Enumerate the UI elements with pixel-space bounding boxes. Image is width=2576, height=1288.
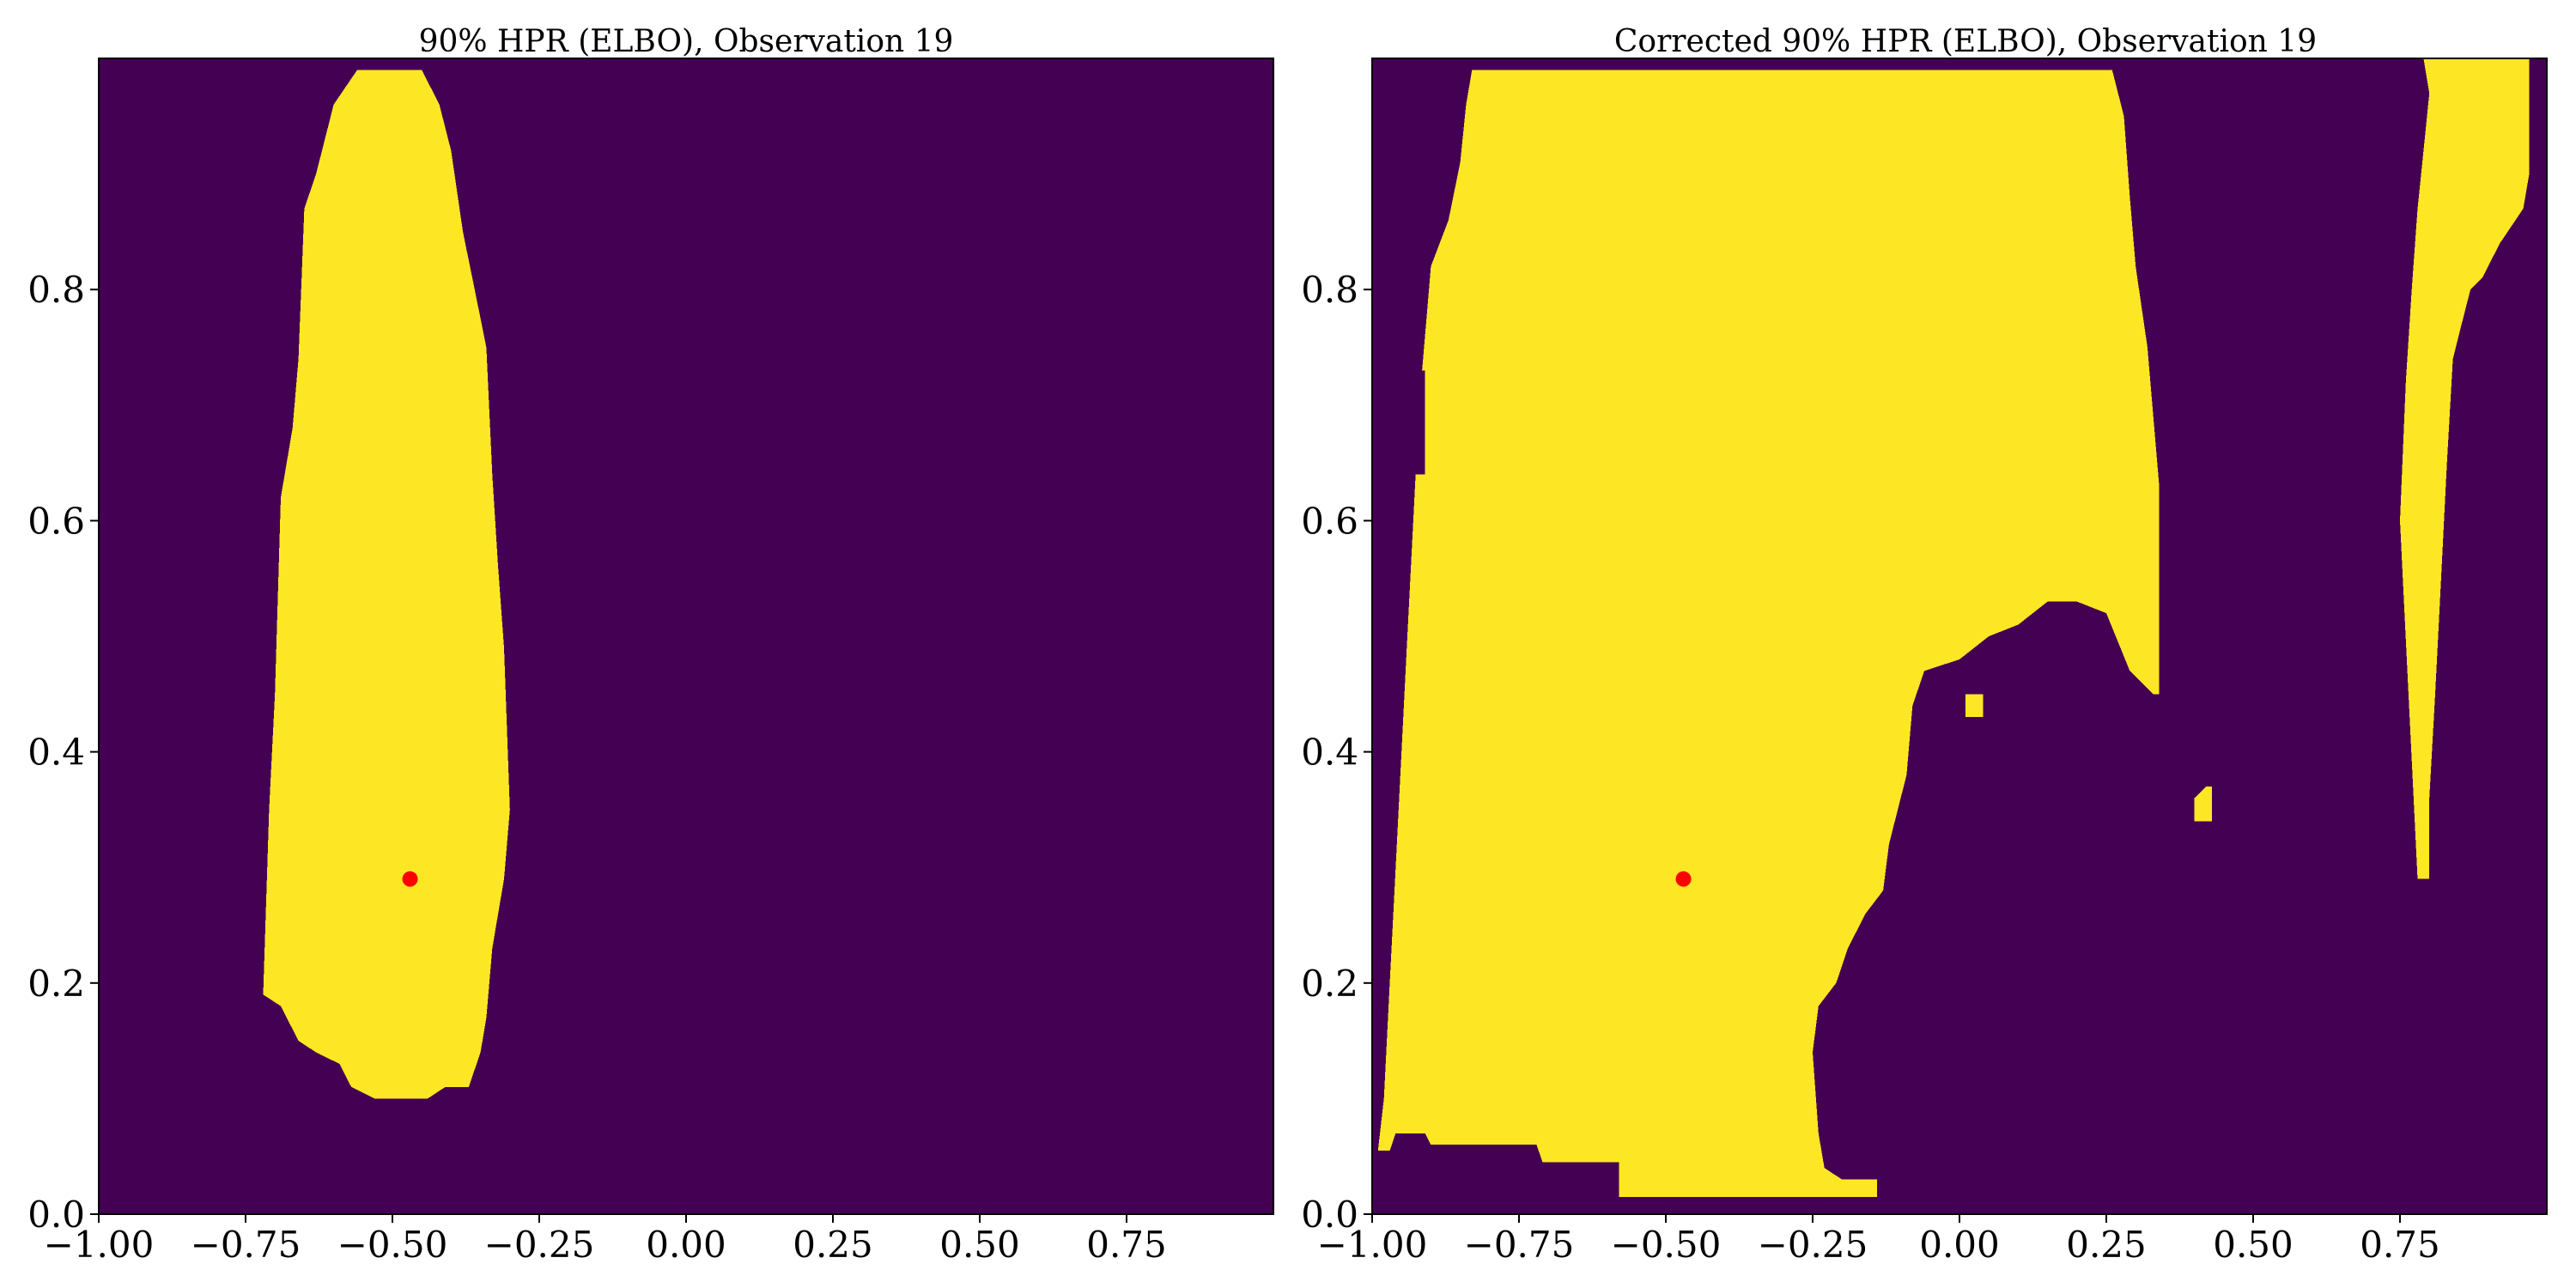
x-tick-label: 0.75 <box>1086 1224 1167 1266</box>
x-tick-label: −0.75 <box>1464 1224 1575 1266</box>
left-panel-title: 90% HPR (ELBO), Observation 19 <box>419 24 954 59</box>
observation-point <box>402 871 418 887</box>
x-tick-label: 0.50 <box>939 1224 1020 1266</box>
hpr-region-0 <box>263 70 510 1099</box>
y-tick-label: 0.2 <box>1301 963 1358 1005</box>
right-panel-title: Corrected 90% HPR (ELBO), Observation 19 <box>1614 24 2317 59</box>
hpr-region-group <box>1377 58 2530 1197</box>
x-tick-label: −0.50 <box>337 1224 448 1266</box>
hpr-region-0 <box>1377 70 2160 1197</box>
x-tick-label: −0.50 <box>1611 1224 1722 1266</box>
x-tick-label: −0.25 <box>1758 1224 1868 1266</box>
hpr-region-2 <box>2194 787 2213 822</box>
y-tick-label: 0.8 <box>1301 269 1358 311</box>
x-tick-label: 0.00 <box>1919 1224 2000 1266</box>
x-tick-label: 0.25 <box>793 1224 873 1266</box>
hpr-region-1 <box>2400 58 2530 879</box>
x-tick-label: −0.75 <box>191 1224 301 1266</box>
x-tick-label: −1.00 <box>44 1224 155 1266</box>
x-tick-label: 0.25 <box>2066 1224 2147 1266</box>
x-tick-label: −0.25 <box>484 1224 595 1266</box>
y-tick-label: 0.2 <box>27 963 85 1005</box>
hpr-region-group <box>263 70 510 1099</box>
y-tick-label: 0.4 <box>1301 732 1358 774</box>
y-tick-label: 0.6 <box>27 500 85 542</box>
hpr-hole-0 <box>1413 370 1425 475</box>
plot-background <box>99 58 1273 1214</box>
right-panel: −1.00 −0.75 −0.50 −0.25 0.00 0.25 0.50 0.75 0.0 0… <box>1301 24 2548 1266</box>
x-tick-label: 0.00 <box>646 1224 726 1266</box>
x-tick-label: 0.75 <box>2360 1224 2440 1266</box>
x-tick-label: −1.00 <box>1317 1224 1428 1266</box>
left-panel: −1.00 −0.75 −0.50 −0.25 0.00 0.25 0.50 0.75 0.0 0… <box>27 24 1274 1266</box>
observation-point <box>1675 871 1692 887</box>
y-tick-label: 0.8 <box>27 269 85 311</box>
y-tick-label: 0.0 <box>27 1194 85 1236</box>
y-tick-label: 0.4 <box>27 732 85 774</box>
y-tick-label: 0.6 <box>1301 500 1358 542</box>
x-tick-label: 0.50 <box>2213 1224 2293 1266</box>
y-tick-label: 0.0 <box>1301 1194 1358 1236</box>
hpr-region-3 <box>1965 694 1984 718</box>
